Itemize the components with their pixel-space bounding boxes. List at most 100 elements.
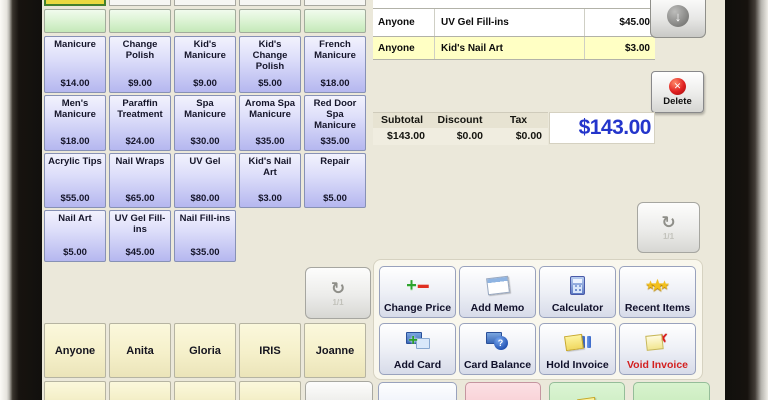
staff-button-gloria[interactable]: Gloria <box>174 323 236 378</box>
service-button[interactable]: Change Polish $9.00 <box>109 36 171 93</box>
void-invoice-label: Void Invoice <box>626 359 689 371</box>
staff-button-joanne[interactable]: Joanne <box>304 323 366 378</box>
service-price: $65.00 <box>125 193 155 204</box>
service-price: $30.00 <box>190 136 220 147</box>
card-balance-label: Card Balance <box>463 359 532 371</box>
void-cross-icon: ✗ <box>620 329 695 355</box>
card-balance-button[interactable]: ? Card Balance <box>459 323 536 375</box>
staff-page-button[interactable] <box>305 381 373 400</box>
bottom-action-button-2[interactable]: ✗ <box>465 382 541 400</box>
service-button[interactable]: Kid's Change Polish $5.00 <box>239 36 301 93</box>
delete-x-icon: ✕ <box>669 77 686 95</box>
staff-button-anita[interactable]: Anita <box>109 323 171 378</box>
service-name: Nail Art <box>58 213 92 224</box>
totals-bar: Subtotal Discount Tax $143.00 $0.00 $0.0… <box>373 112 548 145</box>
subtotal-value: $143.00 <box>387 130 425 142</box>
invoice-row[interactable]: Anyone UV Gel Fill-ins $45.00 <box>373 9 655 37</box>
subcategory-button[interactable] <box>304 9 366 33</box>
service-price: $5.00 <box>323 193 347 204</box>
service-button[interactable]: Kid's Nail Art $3.00 <box>239 153 301 208</box>
service-name: Paraffin Treatment <box>117 98 163 120</box>
service-name: Acrylic Tips <box>48 156 102 167</box>
change-price-label: Change Price <box>383 302 452 314</box>
category-tab[interactable] <box>304 0 366 6</box>
delete-button[interactable]: ✕ Delete <box>651 71 704 113</box>
services-page-button[interactable]: ↻ 1/1 <box>305 267 371 319</box>
add-memo-button[interactable]: Add Memo <box>459 266 536 318</box>
service-button[interactable]: Red Door Spa Manicure $35.00 <box>304 95 366 151</box>
service-button[interactable]: Repair $5.00 <box>304 153 366 208</box>
service-button[interactable]: Men's Manicure $18.00 <box>44 95 106 151</box>
service-button[interactable]: Manicure $14.00 <box>44 36 106 93</box>
staff-button-iris[interactable]: IRIS <box>239 323 301 378</box>
hold-invoice-button[interactable]: Hold Invoice <box>539 323 616 375</box>
subcategory-button[interactable] <box>109 9 171 33</box>
service-button[interactable]: French Manicure $18.00 <box>304 36 366 93</box>
category-tabs-row <box>44 0 366 6</box>
calculator-button[interactable]: Calculator <box>539 266 616 318</box>
scroll-down-button[interactable]: ↓ <box>650 0 706 38</box>
staff-button[interactable] <box>174 381 236 400</box>
invoice-list: Anyone UV Gel Fill-ins $45.00 Anyone Kid… <box>373 0 655 60</box>
down-arrow-icon: ↓ <box>667 5 689 27</box>
category-tab[interactable] <box>109 0 171 6</box>
calculator-label: Calculator <box>551 302 604 314</box>
service-button[interactable]: Aroma Spa Manicure $35.00 <box>239 95 301 151</box>
hold-pause-icon <box>540 329 615 355</box>
category-tab[interactable] <box>174 0 236 6</box>
invoice-item: UV Gel Fill-ins <box>435 9 585 36</box>
service-name: Kid's Nail Art <box>248 156 292 178</box>
memo-icon <box>460 272 535 298</box>
staff-button[interactable] <box>239 381 301 400</box>
void-invoice-button[interactable]: ✗ Void Invoice <box>619 323 696 375</box>
subcategory-row <box>44 9 366 33</box>
service-name: Kid's Change Polish <box>252 39 288 72</box>
category-tab-selected[interactable] <box>44 0 106 6</box>
refresh-icon: ↻ <box>330 278 346 298</box>
refresh-icon: ↻ <box>661 213 676 232</box>
staff-button[interactable] <box>44 381 106 400</box>
subcategory-button[interactable] <box>174 9 236 33</box>
bottom-action-button-3[interactable] <box>549 382 625 400</box>
plus-minus-icon: + ▬ <box>406 275 429 295</box>
service-price: $35.00 <box>320 136 350 147</box>
service-button[interactable]: Kid's Manicure $9.00 <box>174 36 236 93</box>
service-name: Manicure <box>54 39 96 50</box>
service-name: UV Gel Fill-ins <box>114 213 166 235</box>
invoice-row-selected[interactable]: Anyone Kid's Nail Art $3.00 <box>373 37 655 60</box>
subcategory-button[interactable] <box>44 9 106 33</box>
service-price: $55.00 <box>60 193 90 204</box>
grand-total-display: $143.00 <box>549 112 655 144</box>
service-button[interactable]: Acrylic Tips $55.00 <box>44 153 106 208</box>
service-price: $14.00 <box>60 78 90 89</box>
invoice-page-button[interactable]: ↻ 1/1 <box>637 202 700 253</box>
subcategory-button[interactable] <box>239 9 301 33</box>
recent-items-button[interactable]: ★ ★ ★ Recent Items <box>619 266 696 318</box>
bottom-action-button-4[interactable] <box>633 382 710 400</box>
service-price: $80.00 <box>190 193 220 204</box>
service-price: $24.00 <box>125 136 155 147</box>
service-button[interactable]: UV Gel $80.00 <box>174 153 236 208</box>
delete-label: Delete <box>663 95 692 107</box>
invoice-page-indicator: 1/1 <box>662 232 675 241</box>
add-card-button[interactable]: + Add Card <box>379 323 456 375</box>
category-tab[interactable] <box>239 0 301 6</box>
bottom-action-button-1[interactable] <box>378 382 457 400</box>
service-name: Repair <box>320 156 350 167</box>
service-button[interactable]: Spa Manicure $30.00 <box>174 95 236 151</box>
invoice-row-partial[interactable] <box>373 0 655 9</box>
service-price: $35.00 <box>255 136 285 147</box>
staff-row-2 <box>44 381 366 400</box>
service-button[interactable]: Nail Fill-ins $35.00 <box>174 210 236 262</box>
service-button[interactable]: Paraffin Treatment $24.00 <box>109 95 171 151</box>
service-button[interactable]: UV Gel Fill-ins $45.00 <box>109 210 171 262</box>
service-name: Men's Manicure <box>54 98 96 120</box>
invoice-staff: Anyone <box>373 9 435 36</box>
service-button[interactable]: Nail Art $5.00 <box>44 210 106 262</box>
staff-button[interactable] <box>109 381 171 400</box>
service-button[interactable]: Nail Wraps $65.00 <box>109 153 171 208</box>
discount-label: Discount <box>437 114 483 126</box>
invoice-staff: Anyone <box>373 37 435 59</box>
staff-button-anyone[interactable]: Anyone <box>44 323 106 378</box>
change-price-button[interactable]: + ▬ Change Price <box>379 266 456 318</box>
